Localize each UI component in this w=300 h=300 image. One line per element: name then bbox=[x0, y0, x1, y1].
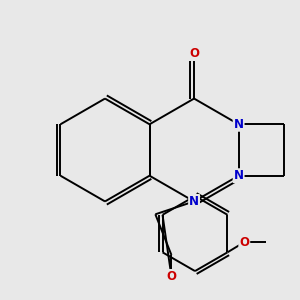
Text: O: O bbox=[239, 236, 249, 249]
Text: N: N bbox=[189, 195, 199, 208]
Text: O: O bbox=[167, 270, 176, 283]
Text: N: N bbox=[234, 169, 244, 182]
Text: N: N bbox=[234, 118, 244, 131]
Text: O: O bbox=[189, 47, 199, 60]
